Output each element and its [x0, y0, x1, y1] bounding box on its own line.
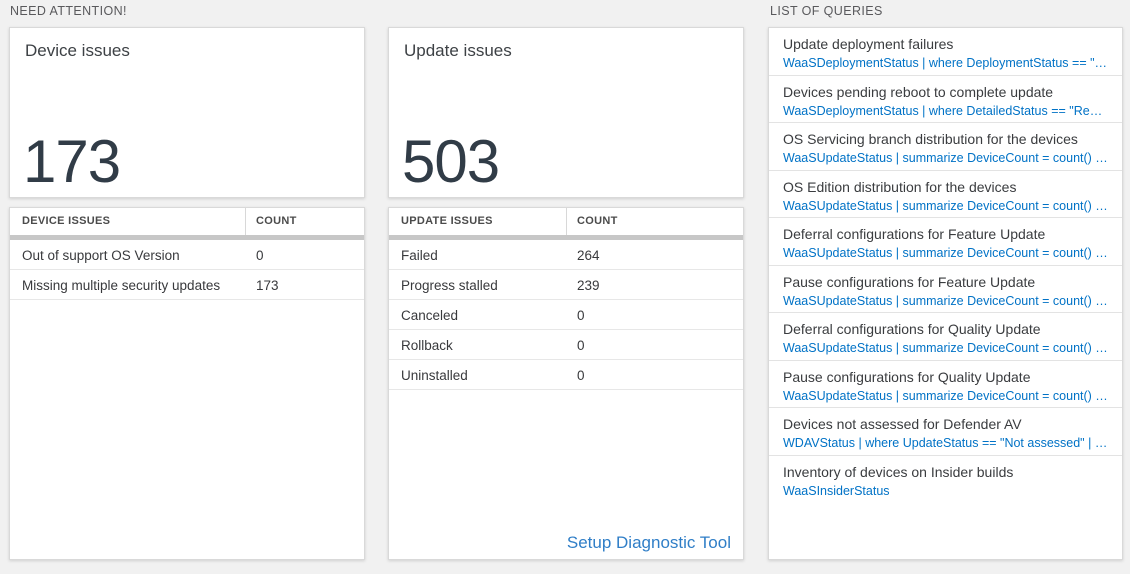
query-title: Deferral configurations for Feature Upda… [783, 226, 1046, 242]
query-code[interactable]: WaaSUpdateStatus | summarize DeviceCount… [783, 341, 1108, 355]
column-divider [245, 208, 246, 235]
table-row[interactable]: Failed 264 [389, 240, 743, 270]
table-scroll-bar [389, 235, 743, 240]
query-code[interactable]: WaaSInsiderStatus [783, 483, 890, 498]
query-code[interactable]: WDAVStatus | where UpdateStatus == "Not … [783, 436, 1108, 450]
device-issues-tile[interactable]: Device issues 173 [9, 27, 365, 198]
list-of-queries-section-label: LIST OF QUERIES [770, 4, 883, 18]
device-table-header-count: COUNT [256, 215, 297, 227]
device-table-header-issues: DEVICE ISSUES [22, 215, 111, 227]
query-item[interactable]: Deferral configurations for Quality Upda… [769, 313, 1122, 361]
query-item[interactable]: Pause configurations for Feature Update … [769, 266, 1122, 313]
table-row[interactable]: Progress stalled 239 [389, 270, 743, 300]
query-item[interactable]: OS Servicing branch distribution for the… [769, 123, 1122, 171]
update-issue-count: 239 [577, 278, 600, 293]
update-issue-count: 0 [577, 368, 585, 383]
update-issues-count: 503 [402, 128, 500, 195]
device-issue-count: 173 [256, 278, 279, 293]
device-issues-table: DEVICE ISSUES COUNT Out of support OS Ve… [9, 207, 365, 560]
update-issue-label: Uninstalled [401, 368, 468, 383]
query-item[interactable]: Deferral configurations for Feature Upda… [769, 218, 1122, 266]
update-issue-count: 0 [577, 338, 585, 353]
query-item[interactable]: Inventory of devices on Insider builds W… [769, 456, 1122, 560]
query-item[interactable]: Pause configurations for Quality Update … [769, 361, 1122, 408]
list-of-queries-panel: Update deployment failures WaaSDeploymen… [768, 27, 1123, 560]
query-item[interactable]: Devices not assessed for Defender AV WDA… [769, 408, 1122, 456]
update-table-header-count: COUNT [577, 215, 618, 227]
update-issue-label: Canceled [401, 308, 459, 323]
query-code[interactable]: WaaSUpdateStatus | summarize DeviceCount… [783, 246, 1108, 260]
table-row[interactable]: Uninstalled 0 [389, 360, 743, 390]
setup-diagnostic-tool-link[interactable]: Setup Diagnostic Tool [566, 533, 731, 552]
query-code[interactable]: WaaSUpdateStatus | summarize DeviceCount… [783, 293, 1108, 308]
query-title: Devices not assessed for Defender AV [783, 416, 1022, 432]
query-code[interactable]: WaaSDeploymentStatus | where DeploymentS… [783, 56, 1108, 70]
query-code[interactable]: WaaSUpdateStatus | summarize DeviceCount… [783, 388, 1108, 403]
update-issue-label: Rollback [401, 338, 453, 353]
device-issue-label: Missing multiple security updates [22, 278, 221, 293]
table-row[interactable]: Rollback 0 [389, 330, 743, 360]
update-issue-label: Progress stalled [401, 278, 498, 293]
device-issues-title: Device issues [25, 41, 130, 60]
update-issue-count: 0 [577, 308, 585, 323]
query-item[interactable]: OS Edition distribution for the devices … [769, 171, 1122, 218]
table-row[interactable]: Canceled 0 [389, 300, 743, 330]
update-issue-count: 264 [577, 248, 600, 263]
query-title: Update deployment failures [783, 36, 954, 52]
update-issues-tile[interactable]: Update issues 503 [388, 27, 744, 198]
column-divider [566, 208, 567, 235]
query-item[interactable]: Update deployment failures WaaSDeploymen… [769, 28, 1122, 76]
query-title: Deferral configurations for Quality Upda… [783, 321, 1041, 337]
update-issue-label: Failed [401, 248, 438, 263]
query-title: OS Servicing branch distribution for the… [783, 131, 1078, 147]
query-code[interactable]: WaaSDeploymentStatus | where DetailedSta… [783, 103, 1108, 118]
query-title: Pause configurations for Quality Update [783, 368, 1031, 385]
query-title: Inventory of devices on Insider builds [783, 463, 1014, 480]
need-attention-section-label: NEED ATTENTION! [10, 4, 127, 18]
query-code[interactable]: WaaSUpdateStatus | summarize DeviceCount… [783, 151, 1108, 165]
update-issues-title: Update issues [404, 41, 512, 60]
query-item[interactable]: Devices pending reboot to complete updat… [769, 76, 1122, 123]
query-title: Pause configurations for Feature Update [783, 273, 1036, 290]
table-scroll-bar [10, 235, 364, 240]
query-title: Devices pending reboot to complete updat… [783, 83, 1054, 100]
update-table-header: UPDATE ISSUES COUNT [389, 208, 743, 235]
device-issue-label: Out of support OS Version [22, 248, 180, 263]
device-issues-count: 173 [23, 128, 121, 195]
update-table-header-issues: UPDATE ISSUES [401, 215, 493, 227]
update-issues-table: UPDATE ISSUES COUNT Failed 264 Progress … [388, 207, 744, 560]
table-row[interactable]: Missing multiple security updates 173 [10, 270, 364, 300]
device-table-header: DEVICE ISSUES COUNT [10, 208, 364, 235]
table-row[interactable]: Out of support OS Version 0 [10, 240, 364, 270]
query-code[interactable]: WaaSUpdateStatus | summarize DeviceCount… [783, 198, 1108, 213]
query-title: OS Edition distribution for the devices [783, 178, 1017, 195]
device-issue-count: 0 [256, 248, 264, 263]
